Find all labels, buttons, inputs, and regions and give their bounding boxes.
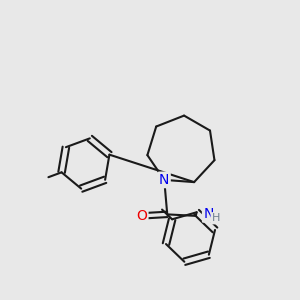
Text: H: H: [212, 213, 220, 223]
Text: O: O: [136, 209, 147, 223]
Text: N: N: [159, 173, 169, 187]
Text: N: N: [203, 207, 214, 221]
